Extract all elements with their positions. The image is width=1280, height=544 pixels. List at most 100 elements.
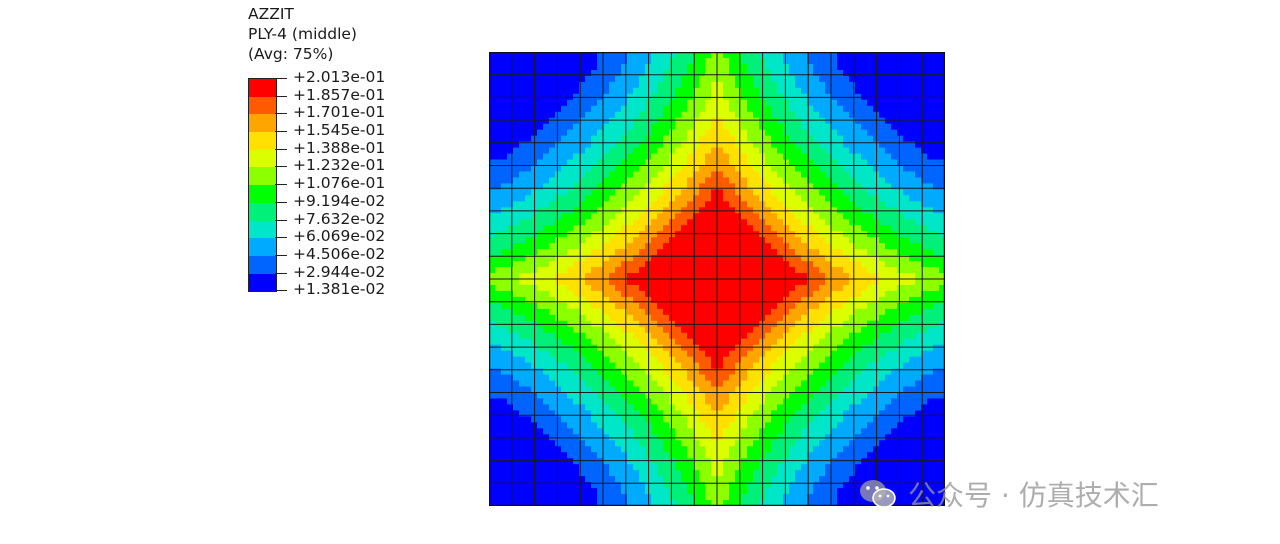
contour-cell — [657, 243, 664, 250]
contour-cell — [723, 189, 730, 196]
contour-cell — [777, 165, 784, 173]
contour-cell — [897, 81, 904, 89]
contour-cell — [849, 302, 856, 310]
contour-cell — [609, 81, 616, 89]
contour-cell — [603, 87, 610, 95]
contour-cell — [501, 219, 508, 226]
contour-cell — [861, 308, 868, 316]
contour-cell — [897, 386, 904, 394]
contour-cell — [501, 290, 508, 298]
contour-cell — [837, 350, 844, 358]
contour-cell — [561, 368, 568, 376]
contour-cell — [915, 141, 922, 149]
contour-cell — [699, 52, 706, 59]
contour-cell — [789, 338, 796, 346]
contour-cell — [711, 177, 718, 185]
contour-cell — [789, 75, 796, 83]
contour-cell — [801, 111, 808, 119]
contour-cell — [693, 314, 700, 322]
contour-cell — [579, 404, 586, 412]
contour-cell — [513, 249, 520, 256]
contour-cell — [567, 392, 574, 400]
contour-cell — [753, 308, 760, 316]
contour-cell — [651, 344, 658, 352]
contour-cell — [699, 267, 706, 274]
contour-cell — [747, 338, 754, 346]
contour-cell — [663, 284, 670, 292]
contour-cell — [795, 302, 802, 310]
contour-cell — [555, 75, 562, 83]
contour-cell — [699, 129, 706, 137]
contour-cell — [513, 105, 520, 113]
contour-cell — [891, 177, 898, 185]
contour-cell — [723, 195, 730, 202]
contour-cell — [927, 237, 934, 244]
contour-cell — [597, 99, 604, 107]
contour-cell — [879, 237, 886, 244]
contour-cell — [681, 356, 688, 364]
contour-cell — [933, 273, 940, 280]
contour-cell — [585, 362, 592, 370]
contour-cell — [489, 416, 496, 423]
contour-cell — [621, 135, 628, 143]
contour-cell — [717, 231, 724, 238]
contour-cell — [939, 284, 945, 292]
contour-cell — [915, 261, 922, 268]
contour-cell — [783, 404, 790, 412]
contour-cell — [795, 123, 802, 131]
contour-cell — [519, 99, 526, 107]
contour-cell — [771, 380, 778, 388]
contour-cell — [867, 398, 874, 406]
contour-cell — [939, 344, 945, 352]
contour-cell — [753, 249, 760, 256]
contour-cell — [729, 75, 736, 83]
contour-cell — [513, 356, 520, 364]
contour-cell — [663, 183, 670, 190]
contour-cell — [573, 243, 580, 250]
contour-cell — [765, 147, 772, 155]
contour-cell — [621, 380, 628, 388]
contour-cell — [627, 129, 634, 137]
contour-cell — [681, 350, 688, 358]
contour-cell — [579, 69, 586, 77]
contour-cell — [777, 177, 784, 185]
contour-cell — [837, 213, 844, 220]
contour-cell — [687, 428, 694, 435]
contour-cell — [555, 153, 562, 161]
contour-cell — [507, 326, 514, 334]
contour-cell — [711, 410, 718, 417]
contour-cell — [573, 129, 580, 137]
contour-cell — [699, 279, 706, 286]
contour-cell — [879, 392, 886, 400]
contour-cell — [813, 249, 820, 256]
contour-cell — [663, 296, 670, 304]
contour-cell — [849, 404, 856, 412]
contour-cell — [561, 123, 568, 131]
contour-cell — [909, 63, 916, 71]
contour-cell — [681, 308, 688, 316]
contour-cell — [717, 368, 724, 376]
contour-cell — [651, 314, 658, 322]
contour-cell — [513, 147, 520, 155]
contour-cell — [561, 350, 568, 358]
contour-cell — [729, 129, 736, 137]
contour-cell — [789, 368, 796, 376]
contour-cell — [843, 99, 850, 107]
contour-cell — [699, 284, 706, 292]
contour-cell — [831, 302, 838, 310]
contour-cell — [891, 279, 898, 286]
contour-cell — [699, 117, 706, 125]
contour-cell — [795, 183, 802, 190]
contour-cell — [501, 141, 508, 149]
contour-cell — [621, 290, 628, 298]
contour-cell — [939, 237, 945, 244]
contour-cell — [567, 416, 574, 423]
contour-cell — [585, 213, 592, 220]
contour-cell — [939, 326, 945, 334]
contour-cell — [723, 338, 730, 346]
contour-cell — [579, 344, 586, 352]
contour-cell — [495, 63, 502, 71]
contour-cell — [909, 398, 916, 406]
contour-cell — [765, 81, 772, 89]
contour-cell — [891, 213, 898, 220]
